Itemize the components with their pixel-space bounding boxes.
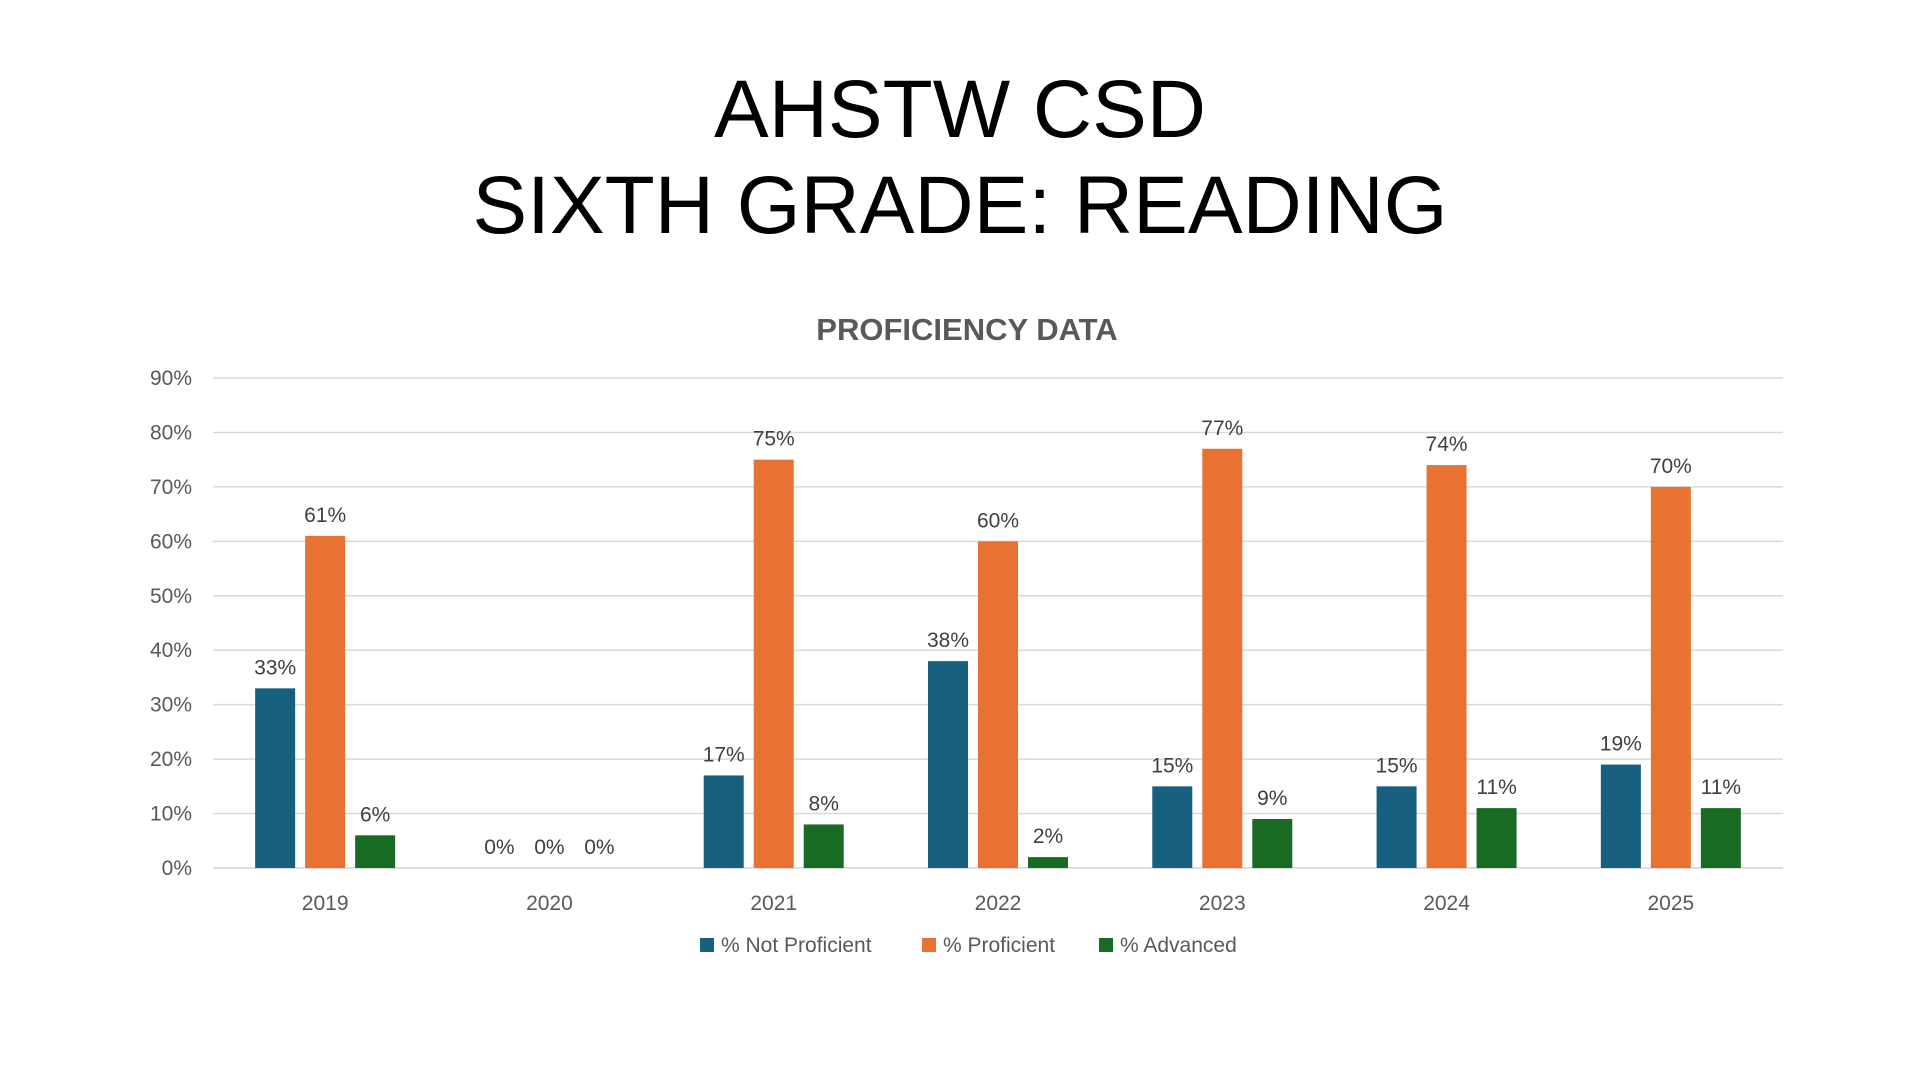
x-tick-label-2023: 2023 [1199, 892, 1246, 915]
legend-item-2: % Advanced [1099, 934, 1237, 957]
y-tick-label: 30% [150, 694, 192, 717]
bar-2023-series-1 [1202, 448, 1243, 868]
x-axis-ticks: 2019 2020 2021 2022 2023 2024 2025 [302, 892, 1694, 915]
y-tick-label: 0% [162, 857, 192, 880]
data-label-2025-series-0: 19% [1600, 733, 1642, 756]
legend-label: % Not Proficient [721, 934, 872, 957]
bar-2025-series-1 [1650, 486, 1691, 868]
legend-item-0: % Not Proficient [700, 934, 872, 957]
bar-2025-series-0 [1600, 764, 1641, 868]
data-labels: 33% 61% 6% 0% 0% 0% 17% 75% 8% 38% 60% 2% 15% 77% 9% 15… [254, 417, 1741, 859]
data-label-2025-series-1: 70% [1650, 455, 1692, 478]
bar-2021-series-1 [753, 459, 794, 868]
bar-2019-series-1 [305, 535, 346, 868]
bar-2022-series-0 [928, 661, 968, 868]
data-label-2022-series-1: 60% [977, 509, 1019, 532]
slide-title-line-1: AHSTW CSD [714, 64, 1206, 155]
x-tick-label-2021: 2021 [750, 892, 797, 915]
x-tick-label-2024: 2024 [1423, 892, 1470, 915]
bar-2021-series-2 [803, 824, 844, 868]
data-label-2019-series-0: 33% [254, 656, 296, 679]
data-label-2019-series-2: 6% [360, 803, 390, 826]
legend-label: % Proficient [943, 934, 1055, 957]
x-tick-label-2020: 2020 [526, 892, 573, 915]
y-tick-label: 10% [150, 803, 192, 826]
data-label-2019-series-1: 61% [304, 504, 346, 527]
data-label-2023-series-1: 77% [1201, 417, 1243, 440]
slide-title-line-2: SIXTH GRADE: READING [472, 160, 1448, 251]
bars [255, 448, 1741, 868]
data-label-2022-series-2: 2% [1033, 825, 1063, 848]
y-tick-label: 50% [150, 585, 192, 608]
bar-2023-series-0 [1152, 786, 1193, 868]
y-tick-label: 90% [150, 367, 192, 390]
y-axis-ticks: 0% 10% 20% 30% 40% 50% 60% 70% 80% 90% [150, 367, 192, 880]
chart-title: PROFICIENCY DATA [816, 312, 1117, 347]
y-tick-label: 70% [150, 476, 192, 499]
y-tick-label: 80% [150, 421, 192, 444]
legend-swatch [700, 938, 714, 952]
bar-2023-series-2 [1252, 819, 1293, 868]
data-label-2024-series-2: 11% [1476, 776, 1516, 799]
bar-2025-series-2 [1700, 808, 1741, 868]
bar-2022-series-1 [978, 541, 1018, 868]
x-tick-label-2025: 2025 [1647, 892, 1694, 915]
data-label-2020-series-1: 0% [534, 836, 564, 859]
data-label-2023-series-2: 9% [1257, 787, 1287, 810]
slide-title: AHSTW CSD SIXTH GRADE: READING [0, 62, 1920, 254]
data-label-2022-series-0: 38% [927, 629, 969, 652]
data-label-2024-series-0: 15% [1376, 754, 1418, 777]
bar-2019-series-2 [355, 835, 396, 868]
legend-swatch [1099, 938, 1113, 952]
bar-2019-series-0 [255, 688, 296, 868]
bar-2024-series-2 [1476, 808, 1517, 868]
data-label-2021-series-2: 8% [809, 792, 839, 815]
legend-label: % Advanced [1120, 934, 1237, 957]
legend: % Not Proficient % Proficient % Advanced [700, 934, 1237, 957]
data-label-2020-series-2: 0% [584, 836, 614, 859]
legend-item-1: % Proficient [922, 934, 1055, 957]
y-tick-label: 60% [150, 530, 192, 553]
data-label-2021-series-0: 17% [703, 743, 745, 766]
data-label-2021-series-1: 75% [753, 428, 795, 451]
data-label-2025-series-2: 11% [1701, 776, 1741, 799]
bar-2022-series-2 [1028, 857, 1068, 868]
data-label-2023-series-0: 15% [1151, 754, 1193, 777]
y-tick-label: 20% [150, 748, 192, 771]
x-tick-label-2019: 2019 [302, 892, 349, 915]
bar-2024-series-0 [1376, 786, 1417, 868]
bar-2021-series-0 [703, 775, 744, 868]
x-tick-label-2022: 2022 [975, 892, 1022, 915]
y-tick-label: 40% [150, 639, 192, 662]
bar-2024-series-1 [1426, 465, 1467, 868]
legend-swatch [922, 938, 936, 952]
data-label-2024-series-1: 74% [1426, 433, 1468, 456]
data-label-2020-series-0: 0% [484, 836, 514, 859]
